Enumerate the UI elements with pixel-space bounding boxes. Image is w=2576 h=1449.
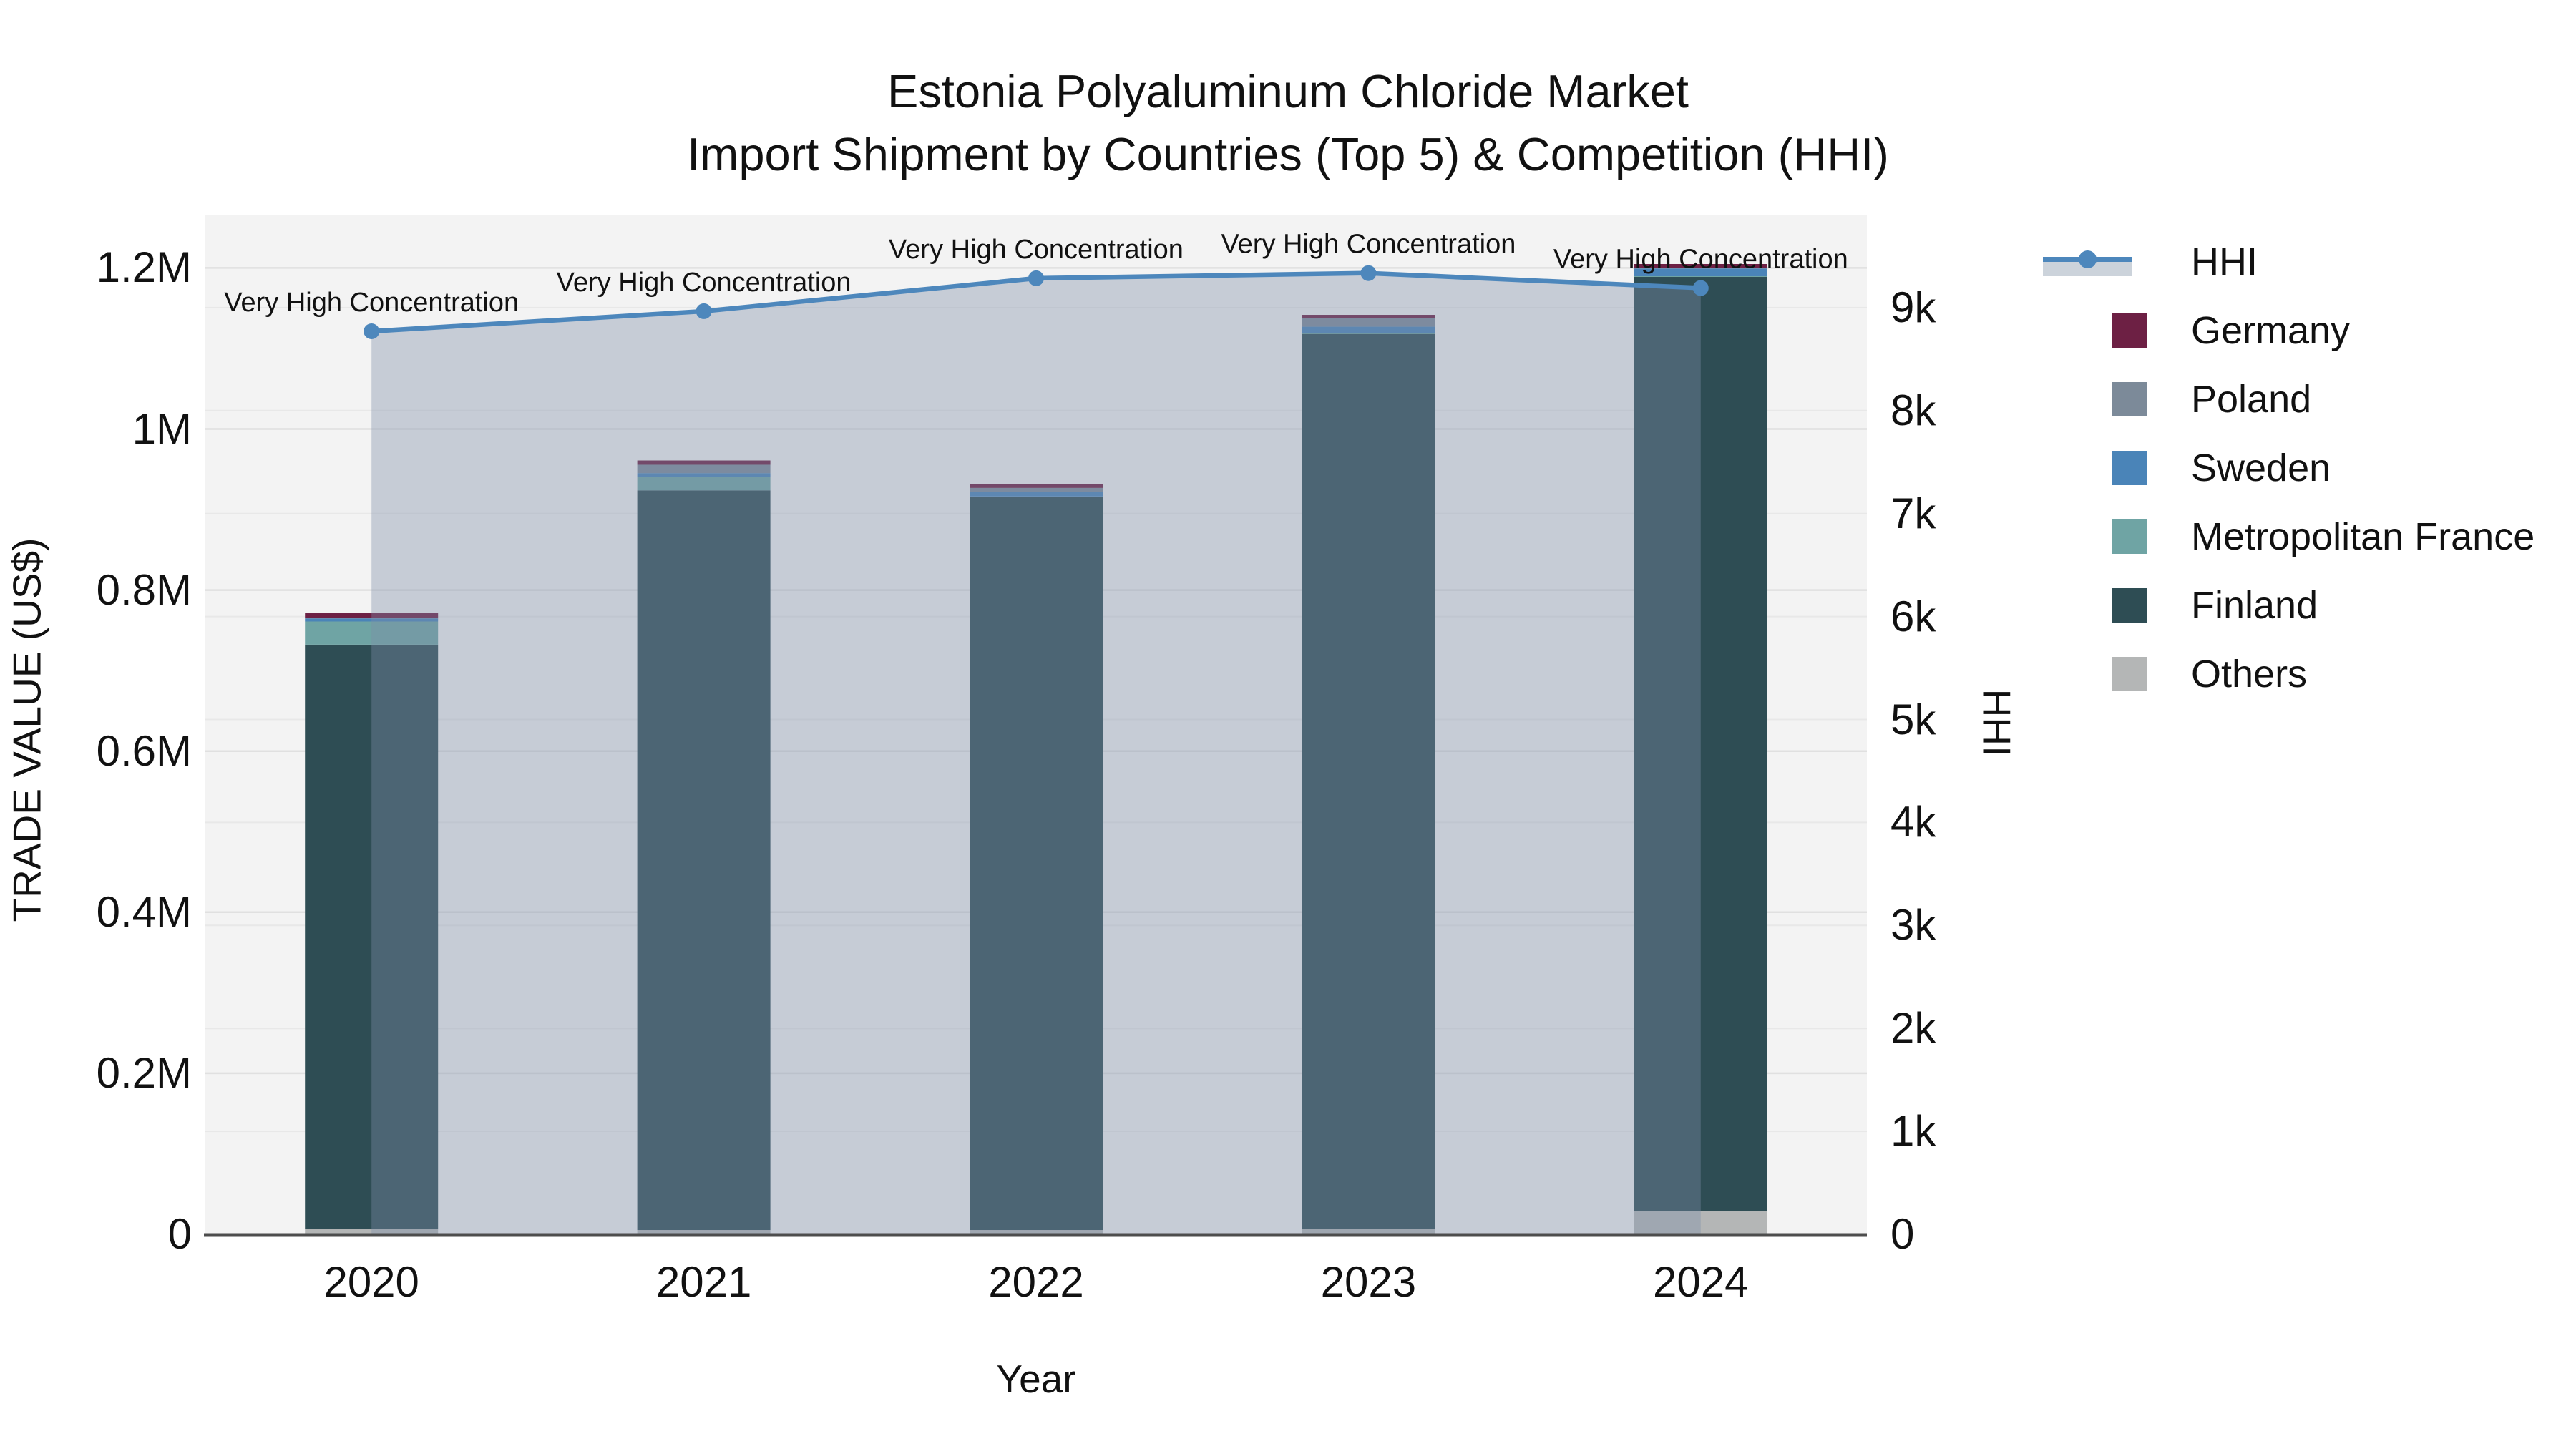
y-left-tick-1M: 1M [132, 404, 192, 453]
hhi-marker-sample [2079, 250, 2097, 268]
chart-title-line1: Estonia Polyaluminum Chloride Market [887, 65, 1689, 117]
bar-segment-sweden-2021 [637, 473, 771, 477]
y-right-tick-8k: 8k [1890, 386, 1936, 434]
legend-swatch-icon [2043, 302, 2191, 359]
legend-swatch-icon [2043, 645, 2191, 703]
bar-segment-germany-2022 [970, 484, 1103, 488]
y-left-tick-0: 0 [167, 1210, 192, 1258]
bar-segment-poland-2022 [970, 487, 1103, 492]
y-left-tick-1.2M: 1.2M [96, 243, 192, 292]
y-right-tick-5k: 5k [1890, 695, 1936, 743]
y-left-axis-title: TRADE VALUE (US$) [4, 537, 49, 922]
bar-segment-poland-2021 [637, 464, 771, 474]
bar-segment-sweden-2020 [305, 618, 439, 622]
y-right-tick-2k: 2k [1890, 1004, 1936, 1053]
legend-swatch-icon [2043, 439, 2191, 497]
bar-segment-metropolitan-france-2020 [305, 621, 439, 645]
legend-swatch-icon [2043, 508, 2191, 565]
y-left-tick-0.4M: 0.4M [96, 887, 192, 936]
y-right-tick-0: 0 [1890, 1210, 1915, 1258]
sweden-swatch [2112, 451, 2147, 485]
bar-segment-others-2023 [1302, 1229, 1435, 1234]
bar-segment-metropolitan-france-2023 [1302, 333, 1435, 334]
hhi-marker-2021 [696, 303, 712, 319]
legend-swatch-icon [2043, 371, 2191, 428]
bar-segment-others-2024 [1634, 1211, 1767, 1234]
hhi-marker-2023 [1360, 265, 1377, 281]
x-axis-title: Year [996, 1357, 1076, 1401]
legend-swatch-icon [2043, 577, 2191, 634]
bar-segment-poland-2023 [1302, 318, 1435, 327]
legend-item-finland[interactable]: Finland [2043, 577, 2318, 634]
hhi-marker-2024 [1692, 280, 1709, 296]
bar-segment-finland-2023 [1302, 333, 1435, 1230]
annotation-2022: Very High Concentration [889, 235, 1184, 265]
bar-segment-germany-2024 [1634, 263, 1767, 268]
hhi-marker-2020 [364, 323, 380, 339]
legend-label-others: Others [2191, 653, 2308, 696]
y-right-tick-3k: 3k [1890, 901, 1936, 950]
x-tick-2020: 2020 [323, 1258, 419, 1306]
finland-swatch [2112, 588, 2147, 623]
bar-segment-finland-2021 [637, 490, 771, 1231]
hhi-line-sample-icon [2043, 233, 2191, 291]
y-left-tick-0.6M: 0.6M [96, 726, 192, 775]
bar-segment-metropolitan-france-2024 [1634, 275, 1767, 278]
x-tick-2023: 2023 [1320, 1258, 1417, 1306]
hhi-marker-2022 [1028, 270, 1044, 286]
x-tick-2024: 2024 [1653, 1258, 1749, 1306]
legend-label-hhi: HHI [2191, 240, 2258, 283]
bar-segment-sweden-2022 [970, 492, 1103, 497]
y-right-tick-7k: 7k [1890, 489, 1936, 537]
y-left-tick-0.8M: 0.8M [96, 565, 192, 614]
bar-segment-sweden-2023 [1302, 326, 1435, 333]
legend-item-sweden[interactable]: Sweden [2043, 439, 2331, 497]
bar-segment-germany-2020 [305, 613, 439, 618]
poland-swatch [2112, 382, 2147, 416]
legend-item-poland[interactable]: Poland [2043, 371, 2311, 428]
y-left-tick-0.2M: 0.2M [96, 1048, 192, 1097]
x-tick-2021: 2021 [655, 1258, 752, 1306]
legend-label-metropolitan-france: Metropolitan France [2191, 515, 2535, 558]
y-right-tick-6k: 6k [1890, 592, 1936, 640]
bar-segment-metropolitan-france-2021 [637, 477, 771, 491]
y-right-tick-9k: 9k [1890, 283, 1936, 331]
legend-label-germany: Germany [2191, 309, 2351, 352]
legend-label-finland: Finland [2191, 584, 2318, 627]
bar-segment-finland-2022 [970, 497, 1103, 1231]
bar-segment-others-2020 [305, 1229, 439, 1234]
annotation-2024: Very High Concentration [1553, 245, 1848, 275]
annotation-2021: Very High Concentration [557, 268, 852, 298]
germany-swatch [2112, 313, 2147, 348]
bar-segment-others-2021 [637, 1230, 771, 1234]
bar-segment-germany-2023 [1302, 315, 1435, 318]
legend-item-others[interactable]: Others [2043, 645, 2307, 703]
bar-segment-sweden-2024 [1634, 268, 1767, 276]
y-right-tick-4k: 4k [1890, 798, 1936, 847]
chart-title-line2: Import Shipment by Countries (Top 5) & C… [687, 128, 1889, 180]
y-right-tick-1k: 1k [1890, 1107, 1936, 1156]
x-tick-2022: 2022 [988, 1258, 1084, 1306]
annotation-2023: Very High Concentration [1221, 230, 1516, 260]
metropolitan-france-swatch [2112, 519, 2147, 554]
bar-segment-finland-2024 [1634, 277, 1767, 1211]
bar-segment-others-2022 [970, 1230, 1103, 1234]
legend-item-metropolitan-france[interactable]: Metropolitan France [2043, 508, 2534, 565]
annotation-2020: Very High Concentration [224, 288, 519, 318]
others-swatch [2112, 657, 2147, 691]
bar-segment-finland-2020 [305, 644, 439, 1230]
bar-segment-germany-2021 [637, 460, 771, 465]
legend-label-poland: Poland [2191, 378, 2312, 421]
legend-item-germany[interactable]: Germany [2043, 302, 2350, 359]
hhi-area-fill [371, 273, 1701, 1235]
y-right-axis-title: HHI [1974, 688, 2019, 757]
legend-label-sweden: Sweden [2191, 447, 2331, 489]
legend-item-hhi[interactable]: HHI [2043, 233, 2258, 291]
